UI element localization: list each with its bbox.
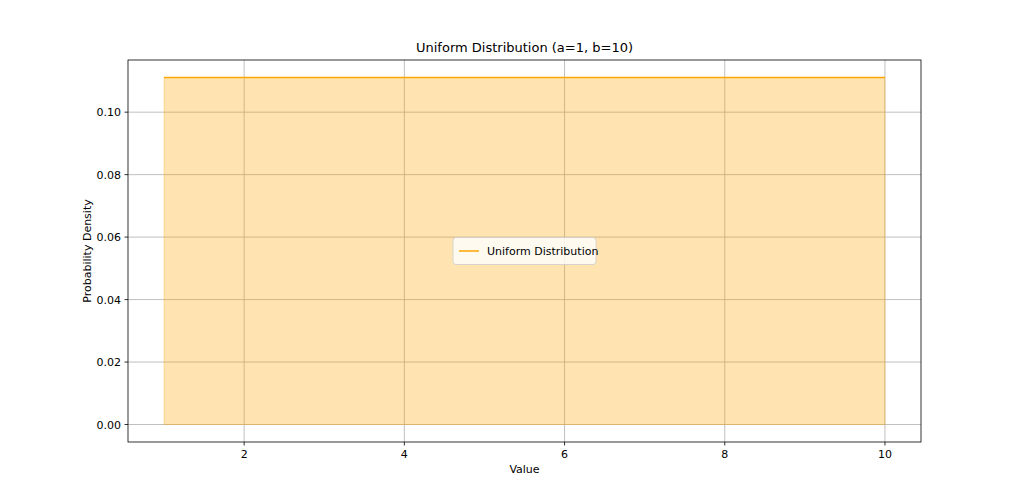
x-tick: [564, 442, 565, 446]
y-tick-label: 0.06: [97, 231, 122, 244]
legend-swatch: [459, 250, 479, 252]
plot-data: [164, 77, 885, 424]
chart-title: Uniform Distribution (a=1, b=10): [416, 40, 633, 55]
x-tick-label: 2: [241, 448, 248, 461]
axes: 2 4 6 8 10 0.00 0.02 0.04 0.06 0.08 0.10: [97, 106, 892, 461]
y-tick: [125, 362, 129, 363]
y-tick-label: 0.02: [97, 356, 122, 369]
y-axis-label: Probability Density: [81, 199, 94, 303]
x-tick: [724, 442, 725, 446]
x-tick-label: 10: [878, 448, 892, 461]
x-axis-label: Value: [509, 463, 539, 476]
x-tick-label: 4: [401, 448, 408, 461]
y-tick: [125, 424, 129, 425]
x-tick-label: 6: [561, 448, 568, 461]
y-tick-label: 0.08: [97, 169, 122, 182]
chart: 2 4 6 8 10 0.00 0.02 0.04 0.06 0.08 0.10 Uniform Di…: [0, 0, 1024, 497]
series-line: [164, 77, 885, 79]
legend: Uniform Distribution: [453, 238, 598, 265]
y-tick-label: 0.00: [97, 419, 122, 432]
y-tick-label: 0.10: [97, 106, 122, 119]
x-tick: [404, 442, 405, 446]
y-tick: [125, 237, 129, 238]
grid: [128, 60, 921, 442]
plot-frame: [128, 60, 921, 442]
y-tick-label: 0.04: [97, 294, 122, 307]
x-tick: [884, 442, 885, 446]
y-tick: [125, 174, 129, 175]
legend-label: Uniform Distribution: [487, 245, 598, 258]
area-fill: [164, 77, 885, 424]
x-tick: [244, 442, 245, 446]
y-tick: [125, 299, 129, 300]
x-tick-label: 8: [721, 448, 728, 461]
y-tick: [125, 112, 129, 113]
